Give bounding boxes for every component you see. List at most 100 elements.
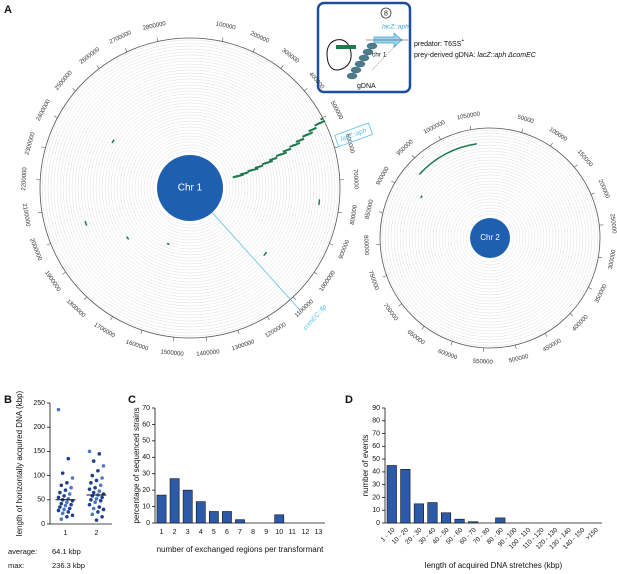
ring [387, 135, 593, 341]
region-arc [418, 143, 477, 175]
x-tick-label: 13 [315, 529, 323, 536]
inset-chr: chr 1 [372, 52, 387, 59]
tick-label: 800000 [350, 204, 359, 225]
ring [411, 159, 569, 317]
tick-label: 1900000 [43, 270, 61, 293]
tick-label: 600000 [344, 133, 355, 155]
tick-label: 650000 [406, 330, 426, 347]
outer-ring [39, 37, 341, 339]
point [91, 506, 96, 511]
tick-mark [379, 211, 384, 213]
tick-mark [329, 243, 334, 246]
tick-mark [110, 316, 113, 321]
y-tick-label: 80 [372, 418, 380, 425]
tick-mark [469, 125, 472, 130]
tick-mark [544, 333, 548, 337]
bar [440, 512, 452, 524]
tick-mark [574, 164, 578, 168]
tick-label: 2100000 [21, 203, 31, 228]
tick-label: 1000000 [319, 270, 337, 293]
ring [125, 123, 255, 253]
tick-label: 350000 [594, 283, 609, 304]
x-tick-label: 1 [64, 530, 68, 537]
ring [77, 75, 303, 301]
tick-mark [72, 88, 76, 92]
annotation: 64.1 kbp [52, 547, 81, 556]
ring [152, 150, 228, 226]
panel-label: B [4, 394, 12, 406]
inset-legend: predator: T6SS+ [414, 38, 464, 48]
point [97, 505, 102, 509]
y-tick-label: 10 [142, 503, 150, 510]
ring [149, 147, 231, 229]
marker-line [211, 212, 301, 311]
tick-mark [382, 275, 387, 278]
ring [450, 198, 530, 278]
x-tick-label: 10 [275, 529, 283, 536]
tick-mark [438, 135, 441, 140]
tick-label: 50000 [517, 114, 535, 125]
point [62, 494, 66, 498]
bar [400, 469, 411, 524]
tick-mark [598, 256, 603, 259]
point [59, 483, 64, 488]
annotation: average: [8, 547, 37, 556]
tick-label: 850000 [365, 198, 376, 220]
region-mark [294, 141, 301, 147]
tick-label: 400000 [572, 314, 591, 333]
inset-construct: lacZ::aph [382, 24, 409, 31]
y-tick-label: 40 [142, 454, 150, 461]
x-tick-label: 3 [186, 529, 190, 536]
point [58, 490, 62, 495]
tick-mark [521, 128, 523, 133]
point [69, 485, 73, 490]
bar [235, 519, 245, 524]
tick-label: 900000 [338, 239, 351, 260]
region-mark [249, 168, 254, 172]
bar [468, 521, 479, 524]
genome-rings [381, 129, 599, 347]
y-tick-label: 20 [142, 487, 150, 494]
region-mark [300, 137, 305, 142]
point [96, 468, 100, 473]
ring [86, 84, 294, 292]
point [93, 485, 97, 490]
ring [462, 210, 518, 266]
point [70, 476, 75, 480]
point [69, 502, 73, 507]
region-mark [318, 199, 321, 206]
point [58, 505, 62, 509]
ring [393, 141, 587, 335]
point [67, 492, 72, 496]
tick-mark [398, 303, 402, 307]
ring [459, 207, 521, 269]
point [65, 514, 69, 519]
tick-label: 800000 [362, 235, 369, 256]
region-mark [125, 236, 130, 240]
x-tick-label: 1 [160, 529, 164, 536]
bar [427, 502, 438, 524]
region-mark [268, 158, 273, 162]
inset-t6ss [336, 45, 356, 49]
ring [131, 129, 249, 247]
point [90, 512, 95, 517]
point [100, 495, 104, 500]
y-tick-label: 150 [33, 448, 45, 455]
ring [134, 132, 246, 244]
ring [44, 42, 336, 334]
point [98, 498, 103, 503]
bar [413, 503, 424, 524]
ring [98, 96, 282, 280]
ring [47, 45, 333, 331]
tick-label: 2500000 [54, 70, 74, 92]
tick-mark [450, 341, 453, 346]
tick-label: 500000 [329, 100, 344, 121]
point [94, 518, 99, 522]
ring [402, 150, 578, 326]
region-mark [259, 164, 264, 168]
marker: lacZ::aph [334, 122, 374, 148]
bar [222, 511, 232, 524]
tick-mark [588, 287, 593, 290]
tick-label: 2200000 [21, 167, 28, 191]
